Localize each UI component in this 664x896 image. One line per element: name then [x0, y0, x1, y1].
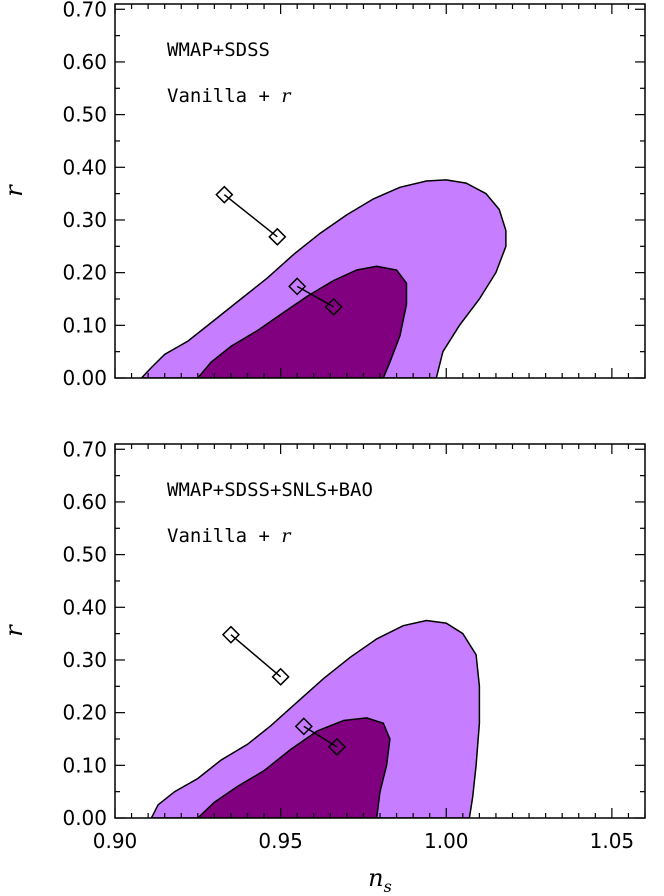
model-marker-2	[294, 717, 346, 756]
y-tick-label: 0.30	[62, 208, 107, 232]
y-axis-ticks	[115, 448, 645, 819]
y-tick-label: 0.00	[62, 806, 107, 830]
model-marker-1	[221, 625, 290, 686]
marker-line	[223, 194, 278, 238]
x-axis-label: ns	[368, 864, 392, 896]
y-tick-label: 0.50	[62, 543, 107, 567]
diamond-point-2	[271, 667, 290, 686]
y-tick-label: 0.70	[62, 0, 107, 21]
x-tick-label: 1.00	[424, 829, 469, 853]
y-tick-label: 0.50	[62, 103, 107, 127]
marker-line	[230, 634, 282, 678]
y-axis-ticks	[115, 8, 645, 379]
model-label: Vanilla + r	[167, 85, 292, 107]
model-marker-1	[215, 185, 287, 246]
y-tick-label: 0.20	[62, 261, 107, 285]
chart-panel-2: 0.90 0.95 1.00 1.05 0.00 0.10 0.20 0.30 0.40 0.50…	[0, 437, 646, 896]
diamond-point-1	[215, 185, 234, 204]
y-tick-label: 0.30	[62, 648, 107, 672]
y-tick-label: 0.20	[62, 701, 107, 725]
model-label: Vanilla + r	[167, 525, 292, 547]
x-tick-label: 0.95	[258, 829, 303, 853]
contour-outer	[140, 179, 507, 378]
y-tick-label: 0.40	[62, 595, 107, 619]
diamond-point-1	[294, 717, 313, 736]
y-axis-label: r	[0, 184, 28, 197]
y-tick-label: 0.10	[62, 313, 107, 337]
chart-panel-1: 0.00 0.10 0.20 0.30 0.40 0.50 0.60 0.70 r WMAP+SD…	[0, 0, 646, 390]
y-tick-label: 0.60	[62, 50, 107, 74]
contour-regions	[140, 179, 507, 378]
dataset-label: WMAP+SDSS+SNLS+BAO	[167, 479, 373, 501]
diamond-point-2	[324, 297, 343, 316]
y-tick-label: 0.60	[62, 490, 107, 514]
diamond-point-2	[327, 737, 346, 756]
diamond-point-1	[221, 625, 240, 644]
contour-outer	[150, 619, 481, 818]
contour-inner	[196, 265, 408, 378]
marker-line	[296, 285, 334, 308]
y-tick-label: 0.10	[62, 753, 107, 777]
x-tick-label: 1.05	[590, 829, 635, 853]
model-marker-2	[288, 277, 343, 316]
y-tick-label: 0.00	[62, 366, 107, 390]
contour-regions	[150, 619, 481, 818]
y-tick-label: 0.40	[62, 155, 107, 179]
diamond-point-1	[288, 277, 307, 296]
y-tick-label: 0.70	[62, 437, 107, 461]
diamond-point-2	[268, 227, 287, 246]
y-axis-label: r	[0, 624, 28, 637]
x-tick-label: 0.90	[93, 829, 138, 853]
dataset-label: WMAP+SDSS	[167, 39, 270, 61]
